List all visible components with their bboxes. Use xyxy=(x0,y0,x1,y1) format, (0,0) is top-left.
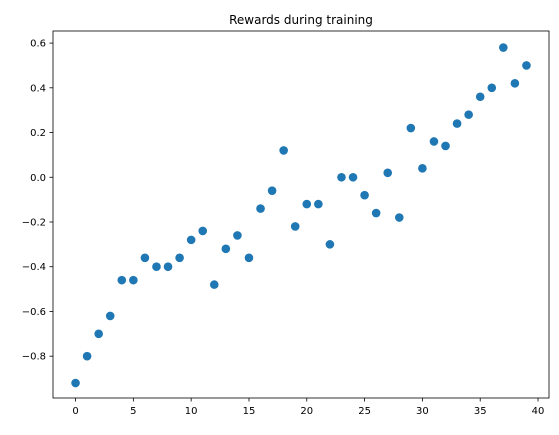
data-point xyxy=(394,213,404,222)
data-point xyxy=(464,110,473,119)
data-point xyxy=(256,204,265,213)
data-point xyxy=(233,231,242,240)
x-tick-label: 35 xyxy=(474,406,487,417)
data-point xyxy=(360,190,369,200)
data-point xyxy=(267,186,277,195)
y-tick-label: −0.2 xyxy=(22,217,46,228)
data-point xyxy=(290,222,300,231)
data-point xyxy=(198,226,208,236)
data-points xyxy=(71,43,531,388)
data-point xyxy=(279,146,288,155)
data-point xyxy=(163,262,173,272)
data-point xyxy=(117,275,127,285)
data-point xyxy=(129,275,138,285)
x-tick-label: 5 xyxy=(130,406,136,417)
data-point xyxy=(94,329,103,339)
x-tick-label: 20 xyxy=(300,406,313,417)
data-point xyxy=(337,172,346,182)
y-axis: −0.8 −0.6 −0.4 −0.2 0.0 0.2 0.4 0.6 xyxy=(22,39,53,363)
y-tick-label: 0.2 xyxy=(30,128,46,139)
x-tick-label: 0 xyxy=(72,406,78,417)
data-point xyxy=(418,164,427,173)
data-point xyxy=(406,123,416,133)
data-point xyxy=(499,43,508,52)
x-tick-label: 25 xyxy=(358,406,371,417)
data-point xyxy=(475,92,485,102)
y-tick-label: 0.6 xyxy=(30,39,46,50)
data-point xyxy=(105,311,115,321)
data-point xyxy=(429,137,439,146)
data-point xyxy=(71,378,80,388)
data-point xyxy=(186,235,196,245)
x-tick-label: 40 xyxy=(532,406,545,417)
y-tick-label: −0.6 xyxy=(22,307,46,318)
data-point xyxy=(452,119,462,128)
data-point xyxy=(221,244,231,254)
data-point xyxy=(209,280,219,289)
data-point xyxy=(522,61,531,70)
x-tick-label: 15 xyxy=(243,406,256,417)
data-point xyxy=(325,240,335,249)
data-point xyxy=(175,253,184,263)
data-point xyxy=(441,141,450,151)
data-point xyxy=(152,262,161,272)
data-point xyxy=(510,79,520,88)
data-point xyxy=(487,83,497,93)
data-point xyxy=(371,208,381,218)
x-tick-label: 30 xyxy=(416,406,429,417)
x-axis: 0 5 10 15 20 25 30 35 40 xyxy=(72,398,544,417)
y-tick-label: −0.8 xyxy=(22,352,46,363)
data-point xyxy=(383,168,393,178)
data-point xyxy=(302,199,312,209)
data-point xyxy=(348,172,358,182)
data-point xyxy=(244,253,254,263)
plot-area-frame xyxy=(52,30,550,399)
chart-title: Rewards during training xyxy=(229,13,373,27)
data-point xyxy=(314,199,323,209)
data-point xyxy=(82,351,92,361)
y-tick-label: 0.0 xyxy=(30,173,46,184)
data-point xyxy=(140,253,150,263)
x-tick-label: 10 xyxy=(185,406,198,417)
y-tick-label: −0.4 xyxy=(22,262,46,273)
y-tick-label: 0.4 xyxy=(30,83,46,94)
